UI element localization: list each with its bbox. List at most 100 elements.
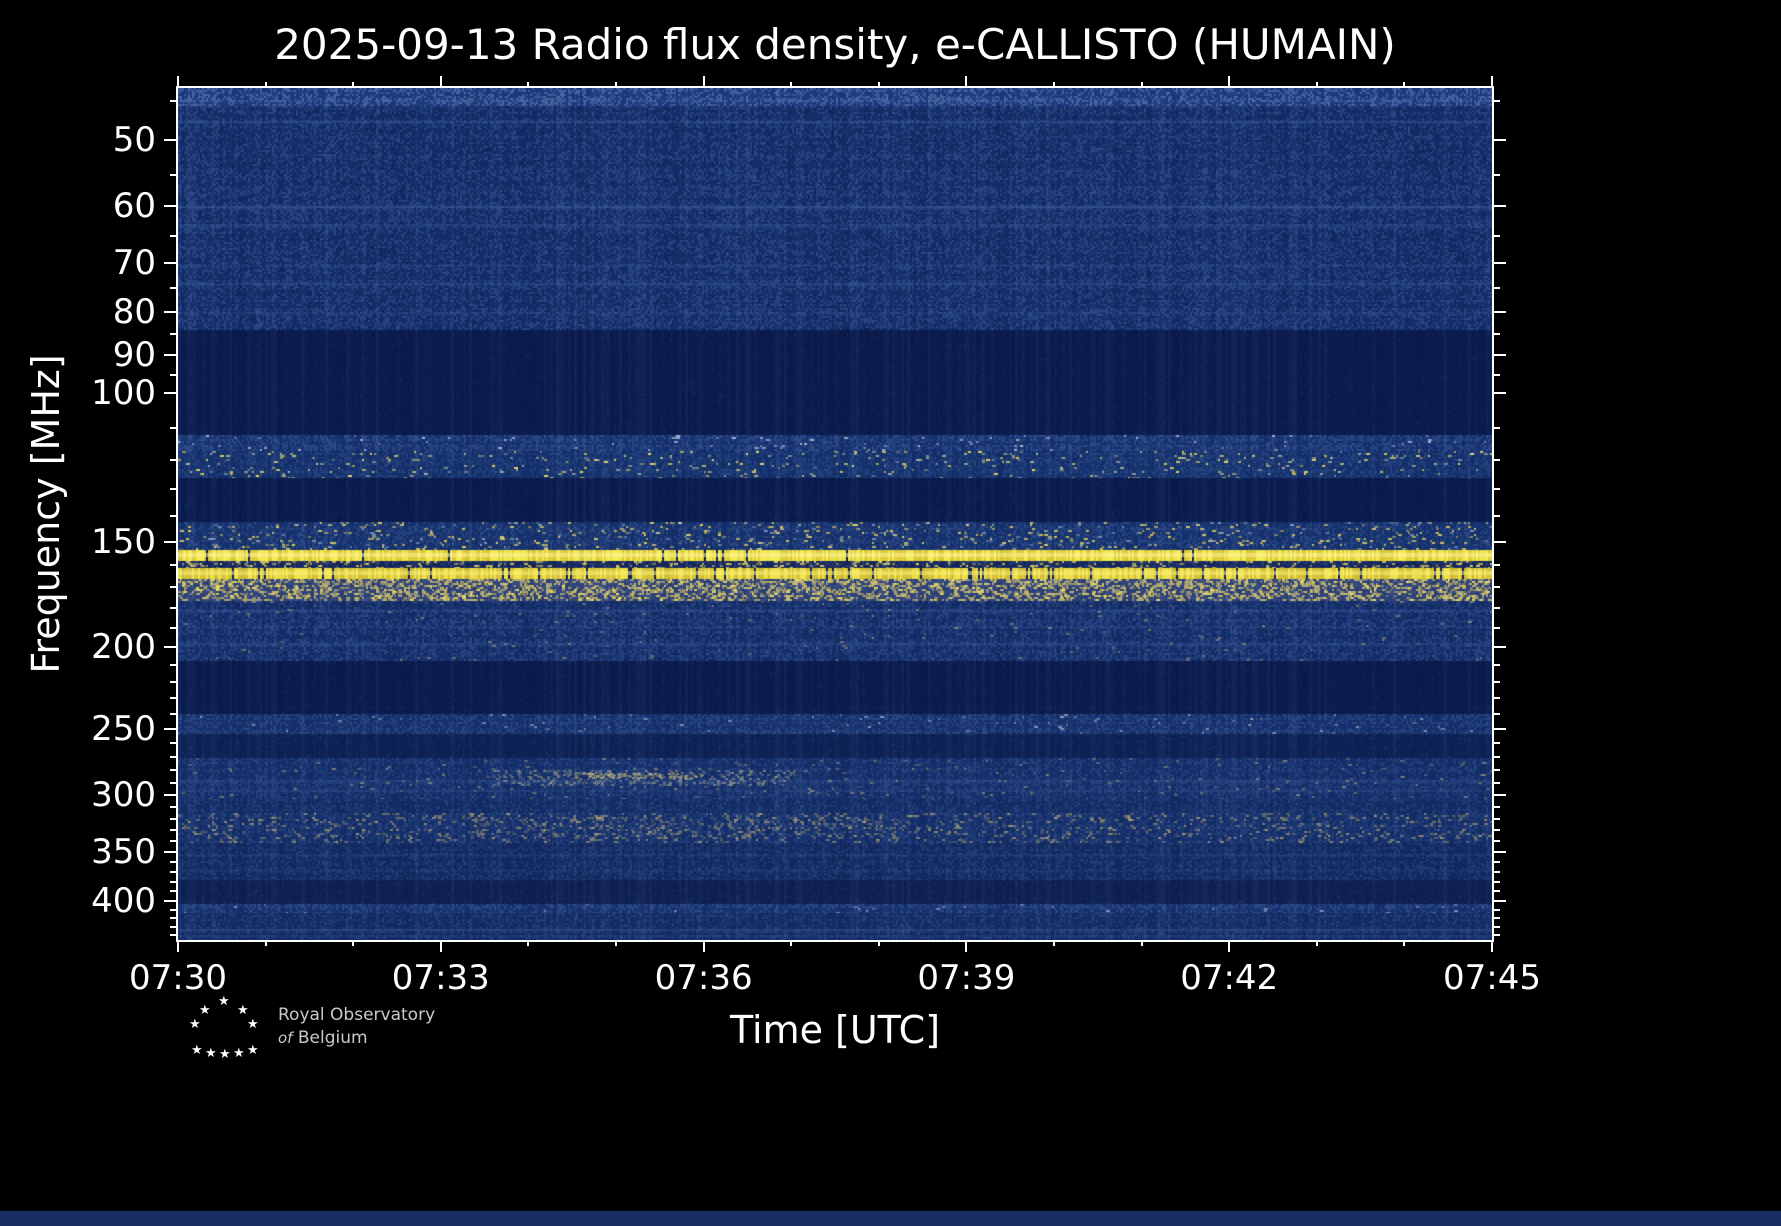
y-tick-major-right	[1494, 138, 1506, 141]
y-tick-minor	[170, 697, 176, 700]
y-tick-label: 250	[91, 708, 156, 749]
rob-logo-star-icon: ★	[219, 1047, 231, 1062]
y-tick-minor-right	[1494, 627, 1500, 630]
y-tick-major	[164, 138, 176, 141]
rob-logo-star-icon: ★	[247, 1043, 259, 1058]
x-tick-minor	[1315, 940, 1318, 946]
y-tick-minor	[170, 781, 176, 784]
y-tick-label: 350	[91, 831, 156, 872]
y-tick-minor-right	[1494, 917, 1500, 920]
y-tick-minor	[170, 373, 176, 376]
y-tick-minor	[170, 287, 176, 290]
x-tick-minor	[877, 940, 880, 946]
x-tick-minor	[1403, 940, 1406, 946]
y-tick-minor-right	[1494, 755, 1500, 758]
y-tick-major-right	[1494, 794, 1506, 797]
y-tick-major-right	[1494, 205, 1506, 208]
y-tick-major-right	[1494, 899, 1506, 902]
x-tick-major-top	[965, 76, 968, 88]
x-tick-label: 07:33	[391, 958, 490, 998]
y-tick-major	[164, 899, 176, 902]
x-tick-minor	[615, 940, 617, 946]
rob-logo-line2-belgium: Belgium	[292, 1028, 368, 1048]
x-tick-major	[702, 940, 705, 952]
y-tick-major	[164, 850, 176, 853]
x-tick-minor	[790, 940, 793, 946]
y-tick-minor-right	[1494, 287, 1500, 290]
x-tick-label: 07:42	[1180, 958, 1279, 998]
y-tick-minor-right	[1494, 100, 1500, 103]
x-tick-minor-top	[264, 82, 267, 88]
y-tick-major	[164, 727, 176, 730]
y-tick-major-right	[1494, 850, 1506, 853]
x-axis-label: Time [UTC]	[729, 1008, 941, 1052]
x-tick-major	[1228, 940, 1231, 952]
y-tick-major	[164, 645, 176, 648]
x-tick-minor-top	[1053, 82, 1055, 88]
y-tick-minor	[170, 840, 176, 843]
x-tick-major-top	[439, 76, 442, 88]
y-tick-minor	[170, 100, 176, 103]
y-tick-major	[164, 540, 176, 543]
x-tick-label: 07:39	[917, 958, 1016, 998]
x-tick-major-top	[177, 76, 179, 88]
y-tick-minor-right	[1494, 173, 1500, 176]
x-tick-label: 07:30	[129, 958, 227, 998]
y-tick-major	[164, 392, 176, 395]
y-tick-minor	[170, 234, 176, 237]
y-tick-minor	[170, 173, 176, 176]
y-tick-minor-right	[1494, 880, 1500, 883]
y-tick-label: 80	[112, 291, 156, 332]
y-tick-minor	[170, 586, 176, 589]
y-tick-minor	[170, 806, 176, 809]
y-tick-minor	[170, 607, 176, 610]
y-tick-minor-right	[1494, 870, 1500, 873]
y-tick-minor-right	[1494, 741, 1500, 744]
y-tick-minor	[170, 741, 176, 744]
x-tick-minor-top	[790, 82, 793, 88]
y-tick-major-right	[1494, 353, 1506, 356]
y-tick-major-right	[1494, 310, 1506, 313]
y-tick-minor-right	[1494, 680, 1500, 683]
y-tick-label: 70	[112, 242, 156, 283]
y-tick-major-right	[1494, 727, 1506, 730]
rob-logo-star-icon: ★	[218, 994, 230, 1009]
x-tick-major	[439, 940, 442, 952]
y-tick-major	[164, 205, 176, 208]
y-tick-minor-right	[1494, 817, 1500, 820]
x-tick-minor	[352, 940, 355, 946]
rob-logo-text: Royal Observatory of Belgium	[278, 1004, 435, 1050]
y-tick-minor-right	[1494, 934, 1500, 937]
y-tick-minor-right	[1494, 607, 1500, 610]
y-tick-minor-right	[1494, 488, 1500, 491]
y-tick-minor	[170, 427, 176, 430]
y-axis-label: Frequency [MHz]	[24, 354, 68, 674]
y-tick-label: 50	[112, 119, 156, 160]
rob-logo-star-icon: ★	[189, 1017, 201, 1032]
y-tick-minor-right	[1494, 925, 1500, 928]
y-tick-label: 90	[112, 334, 156, 375]
y-tick-label: 300	[91, 775, 156, 816]
y-tick-minor-right	[1494, 663, 1500, 666]
y-tick-major	[164, 310, 176, 313]
y-tick-minor	[170, 755, 176, 758]
y-tick-minor-right	[1494, 860, 1500, 863]
y-tick-minor	[170, 663, 176, 666]
x-tick-minor-top	[527, 82, 530, 88]
bottom-strip	[0, 1211, 1781, 1226]
y-tick-major-right	[1494, 261, 1506, 264]
x-tick-minor-top	[877, 82, 880, 88]
y-tick-label: 60	[112, 186, 156, 227]
y-tick-minor-right	[1494, 712, 1500, 715]
chart-title: 2025-09-13 Radio flux density, e-CALLIST…	[274, 20, 1396, 69]
y-tick-minor-right	[1494, 829, 1500, 832]
rob-logo-line2-of: of	[278, 1029, 293, 1047]
y-tick-label: 200	[91, 626, 156, 667]
y-tick-major	[164, 353, 176, 356]
x-tick-major	[1491, 940, 1493, 952]
x-tick-major	[177, 940, 179, 952]
y-tick-minor-right	[1494, 234, 1500, 237]
x-tick-major-top	[702, 76, 705, 88]
y-tick-label: 400	[91, 880, 156, 921]
y-tick-minor	[170, 488, 176, 491]
